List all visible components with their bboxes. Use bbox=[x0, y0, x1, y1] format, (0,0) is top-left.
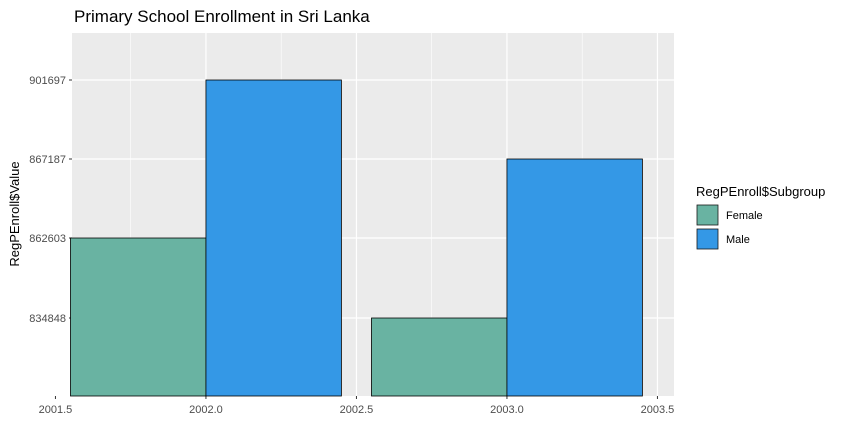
y-tick-label: 862603 bbox=[29, 233, 66, 245]
y-tick-label: 867187 bbox=[29, 154, 66, 166]
tick-labels: 2001.5 2002.0 2002.5 2003.0 2003.5 834848 8626… bbox=[29, 75, 674, 416]
y-axis-title: RegPEnroll$Value bbox=[7, 161, 22, 266]
legend: RegPEnroll$Subgroup Female Male bbox=[696, 184, 825, 250]
bar-male-2002 bbox=[205, 79, 342, 397]
legend-swatch-male bbox=[696, 228, 719, 250]
x-tick-label: 2003.0 bbox=[490, 404, 524, 416]
legend-label-male: Male bbox=[726, 234, 750, 246]
x-tick-label: 2002.5 bbox=[340, 404, 374, 416]
legend-label-female: Female bbox=[726, 210, 763, 222]
x-tick-label: 2003.5 bbox=[641, 404, 675, 416]
y-tick-label: 834848 bbox=[29, 313, 66, 325]
bar-female-2002 bbox=[70, 237, 207, 397]
legend-title: RegPEnroll$Subgroup bbox=[696, 184, 825, 199]
bar-male-2003 bbox=[506, 158, 643, 397]
y-tick-label: 901697 bbox=[29, 75, 66, 87]
chart-title: Primary School Enrollment in Sri Lanka bbox=[74, 7, 370, 26]
bars bbox=[70, 79, 643, 397]
legend-swatch-female bbox=[696, 204, 719, 226]
x-tick-label: 2001.5 bbox=[39, 404, 73, 416]
x-tick-label: 2002.0 bbox=[189, 404, 223, 416]
bar-female-2003 bbox=[371, 317, 508, 397]
